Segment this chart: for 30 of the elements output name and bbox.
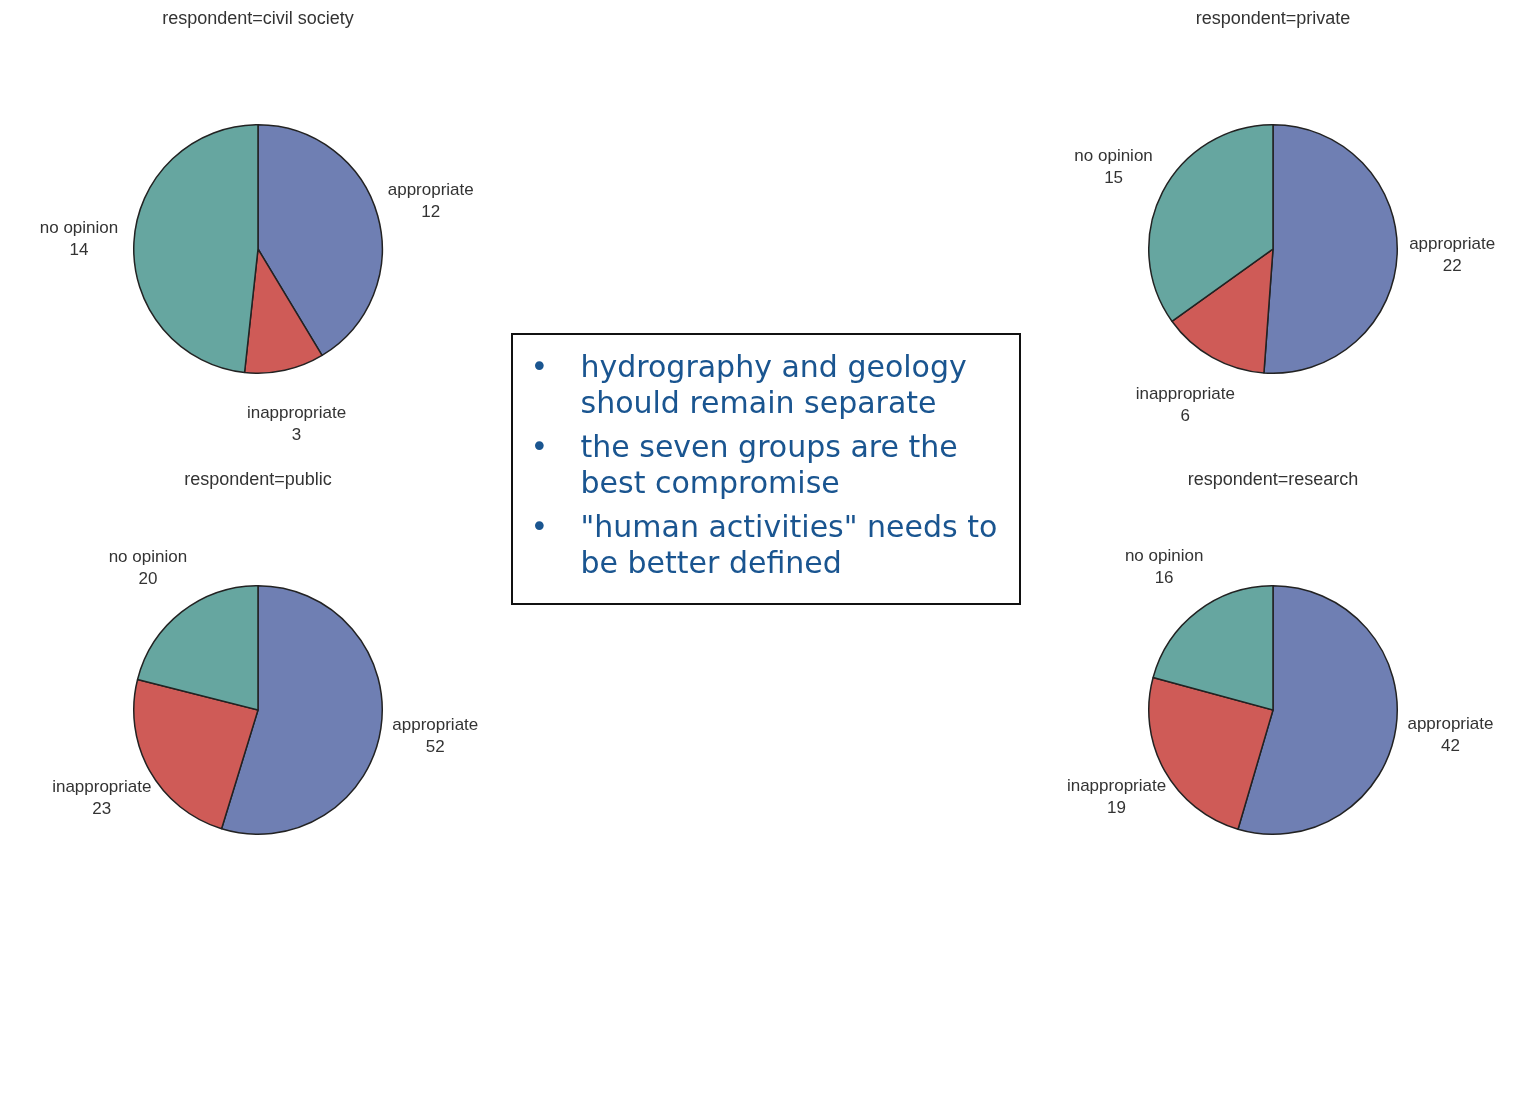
data-label: 42 [1440, 736, 1460, 756]
slice-label: inappropriate [1066, 776, 1167, 796]
slice-label: appropriate [392, 715, 479, 735]
text: • the seven groups are the best compromise [530, 429, 959, 501]
slice-label: no opinion [108, 547, 188, 567]
chart-title: respondent=private [1194, 8, 1352, 29]
chart-title: respondent=public [183, 469, 333, 490]
slice-label: appropriate [1407, 714, 1494, 734]
chart-title: respondent=research [1186, 469, 1360, 490]
chart-title: respondent=civil society [161, 8, 355, 29]
text: • "human activities" needs to be better defined [530, 509, 999, 581]
data-label: 52 [425, 737, 445, 757]
slice-label: inappropriate [246, 402, 347, 422]
data-label: 22 [1442, 256, 1462, 276]
slice-label: inappropriate [1135, 384, 1235, 403]
data-label: 3 [291, 424, 302, 444]
data-label: 14 [69, 239, 89, 259]
slice-label: no opinion [1074, 145, 1153, 165]
data-label: 20 [138, 569, 158, 589]
data-label: 23 [92, 798, 112, 818]
slice-label: inappropriate [52, 776, 152, 796]
slice-label: no opinion [39, 217, 119, 237]
slice-label: no opinion [1124, 546, 1204, 566]
data-label: 16 [1154, 568, 1174, 588]
data-label: 19 [1107, 798, 1127, 818]
slice-label: appropriate [387, 179, 474, 199]
data-label: 15 [1104, 167, 1124, 187]
data-label: 6 [1180, 406, 1191, 425]
data-label: 12 [421, 201, 441, 221]
slice-label: appropriate [1409, 234, 1496, 254]
